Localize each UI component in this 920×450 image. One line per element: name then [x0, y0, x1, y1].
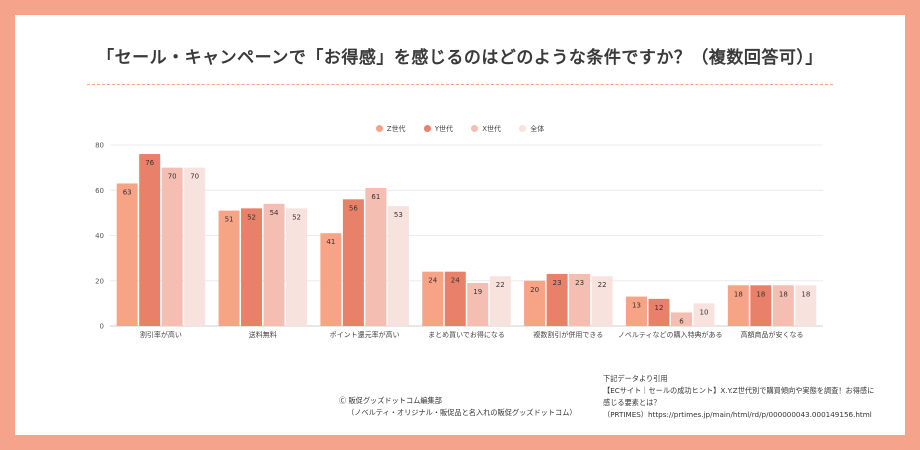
y-tick-label: 40	[95, 232, 104, 240]
x-tick-label: 割引率が高い	[140, 330, 182, 339]
data-label: 24	[428, 277, 437, 285]
legend-swatch-all	[519, 125, 527, 132]
y-tick-label: 20	[95, 277, 104, 285]
data-label: 51	[225, 216, 234, 224]
credit-line-1: Ⓒ 販促グッズドットコム編集部	[339, 396, 442, 405]
bar	[625, 296, 647, 326]
legend: Z世代 Y世代 X世代 全体	[15, 124, 905, 134]
y-tick-label: 60	[95, 187, 104, 195]
data-label: 13	[632, 302, 641, 310]
bar	[263, 203, 285, 326]
data-label: 52	[247, 213, 256, 221]
data-label: 76	[145, 159, 154, 167]
source-line-3: 感じる要素とは？	[603, 398, 661, 407]
bar	[422, 271, 444, 326]
bar	[524, 280, 546, 326]
bar	[772, 285, 794, 326]
y-tick-label: 0	[100, 323, 104, 331]
legend-swatch-z	[375, 125, 383, 132]
bar	[184, 167, 206, 326]
bar	[591, 276, 613, 326]
copyright-credit: Ⓒ 販促グッズドットコム編集部 （ノベルティ・オリジナル・販促品と名入れの販促グ…	[339, 395, 577, 419]
data-label: 53	[394, 211, 403, 219]
legend-swatch-x	[471, 125, 479, 132]
data-label: 24	[451, 277, 460, 285]
bar	[161, 167, 183, 326]
data-label: 56	[349, 204, 358, 212]
data-label: 54	[270, 209, 279, 217]
legend-item-x: X世代	[471, 124, 501, 134]
bar	[139, 154, 161, 326]
credit-line-2: （ノベルティ・オリジナル・販促品と名入れの販促グッズドットコム）	[347, 408, 577, 417]
data-label: 18	[734, 290, 743, 298]
x-tick-label: ノベルティなどの購入特典がある	[618, 330, 723, 339]
data-label: 70	[168, 173, 177, 181]
data-label: 20	[530, 286, 539, 294]
bar	[116, 183, 138, 326]
bar	[727, 285, 749, 326]
x-tick-label: 送料無料	[249, 330, 277, 339]
data-label: 41	[326, 238, 335, 246]
bar	[795, 285, 817, 326]
data-label: 22	[496, 281, 505, 289]
chart-title: 「セール・キャンペーンで「お得感」を感じるのはどのような条件ですか？（複数回答可…	[97, 48, 823, 68]
x-tick-label: 高額商品が安くなる	[741, 330, 804, 339]
legend-swatch-y	[423, 125, 431, 132]
bar	[670, 312, 692, 326]
x-tick-label: ポイント還元率が高い	[330, 330, 400, 339]
data-label: 63	[123, 188, 132, 196]
legend-item-y: Y世代	[423, 124, 454, 134]
legend-label-y: Y世代	[434, 125, 454, 133]
bar	[648, 298, 670, 326]
title-divider	[87, 84, 833, 85]
data-label: 52	[292, 213, 301, 221]
data-label: 18	[756, 290, 765, 298]
data-label: 61	[371, 193, 380, 201]
x-tick-label: 複数割引が併用できる	[533, 330, 603, 339]
data-label: 18	[779, 290, 788, 298]
legend-label-z: Z世代	[386, 125, 406, 133]
bar	[365, 187, 387, 326]
source-line-2: 【ECサイト｜セールの成功ヒント】X.Y.Z世代別で購買傾向や実態を調査！お得感…	[603, 386, 875, 395]
bar	[489, 276, 511, 326]
bar-chart: 0 20 40 60 80 63 76 70 70 割引率が高い 51 52 54 52 送料無料 41 56 6…	[95, 142, 823, 339]
bar	[569, 273, 591, 326]
source-line-1: 下記データより引用	[603, 374, 668, 383]
bar	[444, 271, 466, 326]
bar	[546, 273, 568, 326]
bar	[693, 303, 715, 326]
y-tick-label: 80	[95, 142, 104, 150]
bar	[342, 199, 364, 326]
bar	[387, 206, 409, 326]
legend-label-all: 全体	[530, 125, 545, 133]
legend-label-x: X世代	[482, 125, 502, 133]
source-line-4: （PRTIMES）https://prtimes.jp/main/html/rd…	[603, 410, 872, 419]
data-label: 19	[473, 288, 482, 296]
chart-card: 「セール・キャンペーンで「お得感」を感じるのはどのような条件ですか？（複数回答可…	[15, 15, 905, 435]
data-label: 23	[553, 279, 562, 287]
data-label: 6	[679, 317, 684, 325]
bar	[750, 285, 772, 326]
legend-item-all: 全体	[519, 124, 544, 134]
data-label: 12	[655, 304, 664, 312]
source-citation: 下記データより引用 【ECサイト｜セールの成功ヒント】X.Y.Z世代別で購買傾向…	[603, 373, 874, 421]
data-label: 10	[700, 308, 709, 316]
bar	[218, 210, 240, 326]
legend-item-z: Z世代	[375, 124, 406, 134]
bar	[286, 208, 308, 326]
bar	[467, 283, 489, 326]
data-label: 70	[190, 173, 199, 181]
bar	[241, 208, 263, 326]
x-tick-label: まとめ買いでお得になる	[428, 330, 505, 339]
data-label: 23	[575, 279, 584, 287]
data-label: 18	[801, 290, 810, 298]
bar	[320, 233, 342, 326]
data-label: 22	[598, 281, 607, 289]
